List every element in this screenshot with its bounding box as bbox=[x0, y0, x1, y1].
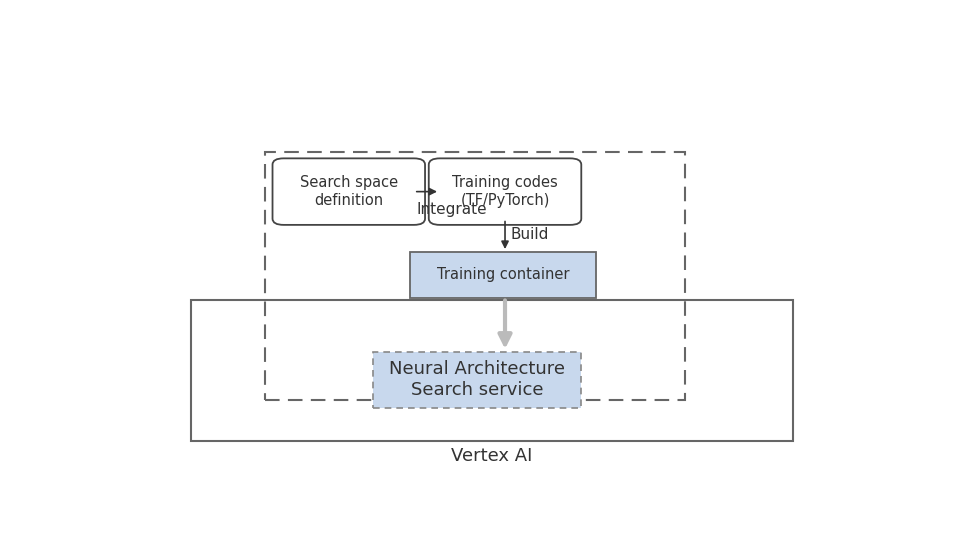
Bar bbox=[265, 152, 685, 400]
Bar bbox=[372, 352, 582, 408]
FancyBboxPatch shape bbox=[429, 158, 581, 225]
Text: Vertex AI: Vertex AI bbox=[451, 447, 533, 464]
Text: Training codes
(TF/PyTorch): Training codes (TF/PyTorch) bbox=[452, 176, 558, 208]
Text: Neural Architecture
Search service: Neural Architecture Search service bbox=[389, 360, 565, 399]
Bar bbox=[191, 300, 793, 441]
Text: Integrate: Integrate bbox=[416, 201, 487, 217]
FancyBboxPatch shape bbox=[273, 158, 425, 225]
Text: Search space
definition: Search space definition bbox=[300, 176, 397, 208]
Text: Training container: Training container bbox=[437, 267, 569, 282]
Text: Build: Build bbox=[511, 227, 549, 242]
Bar bbox=[410, 252, 596, 298]
